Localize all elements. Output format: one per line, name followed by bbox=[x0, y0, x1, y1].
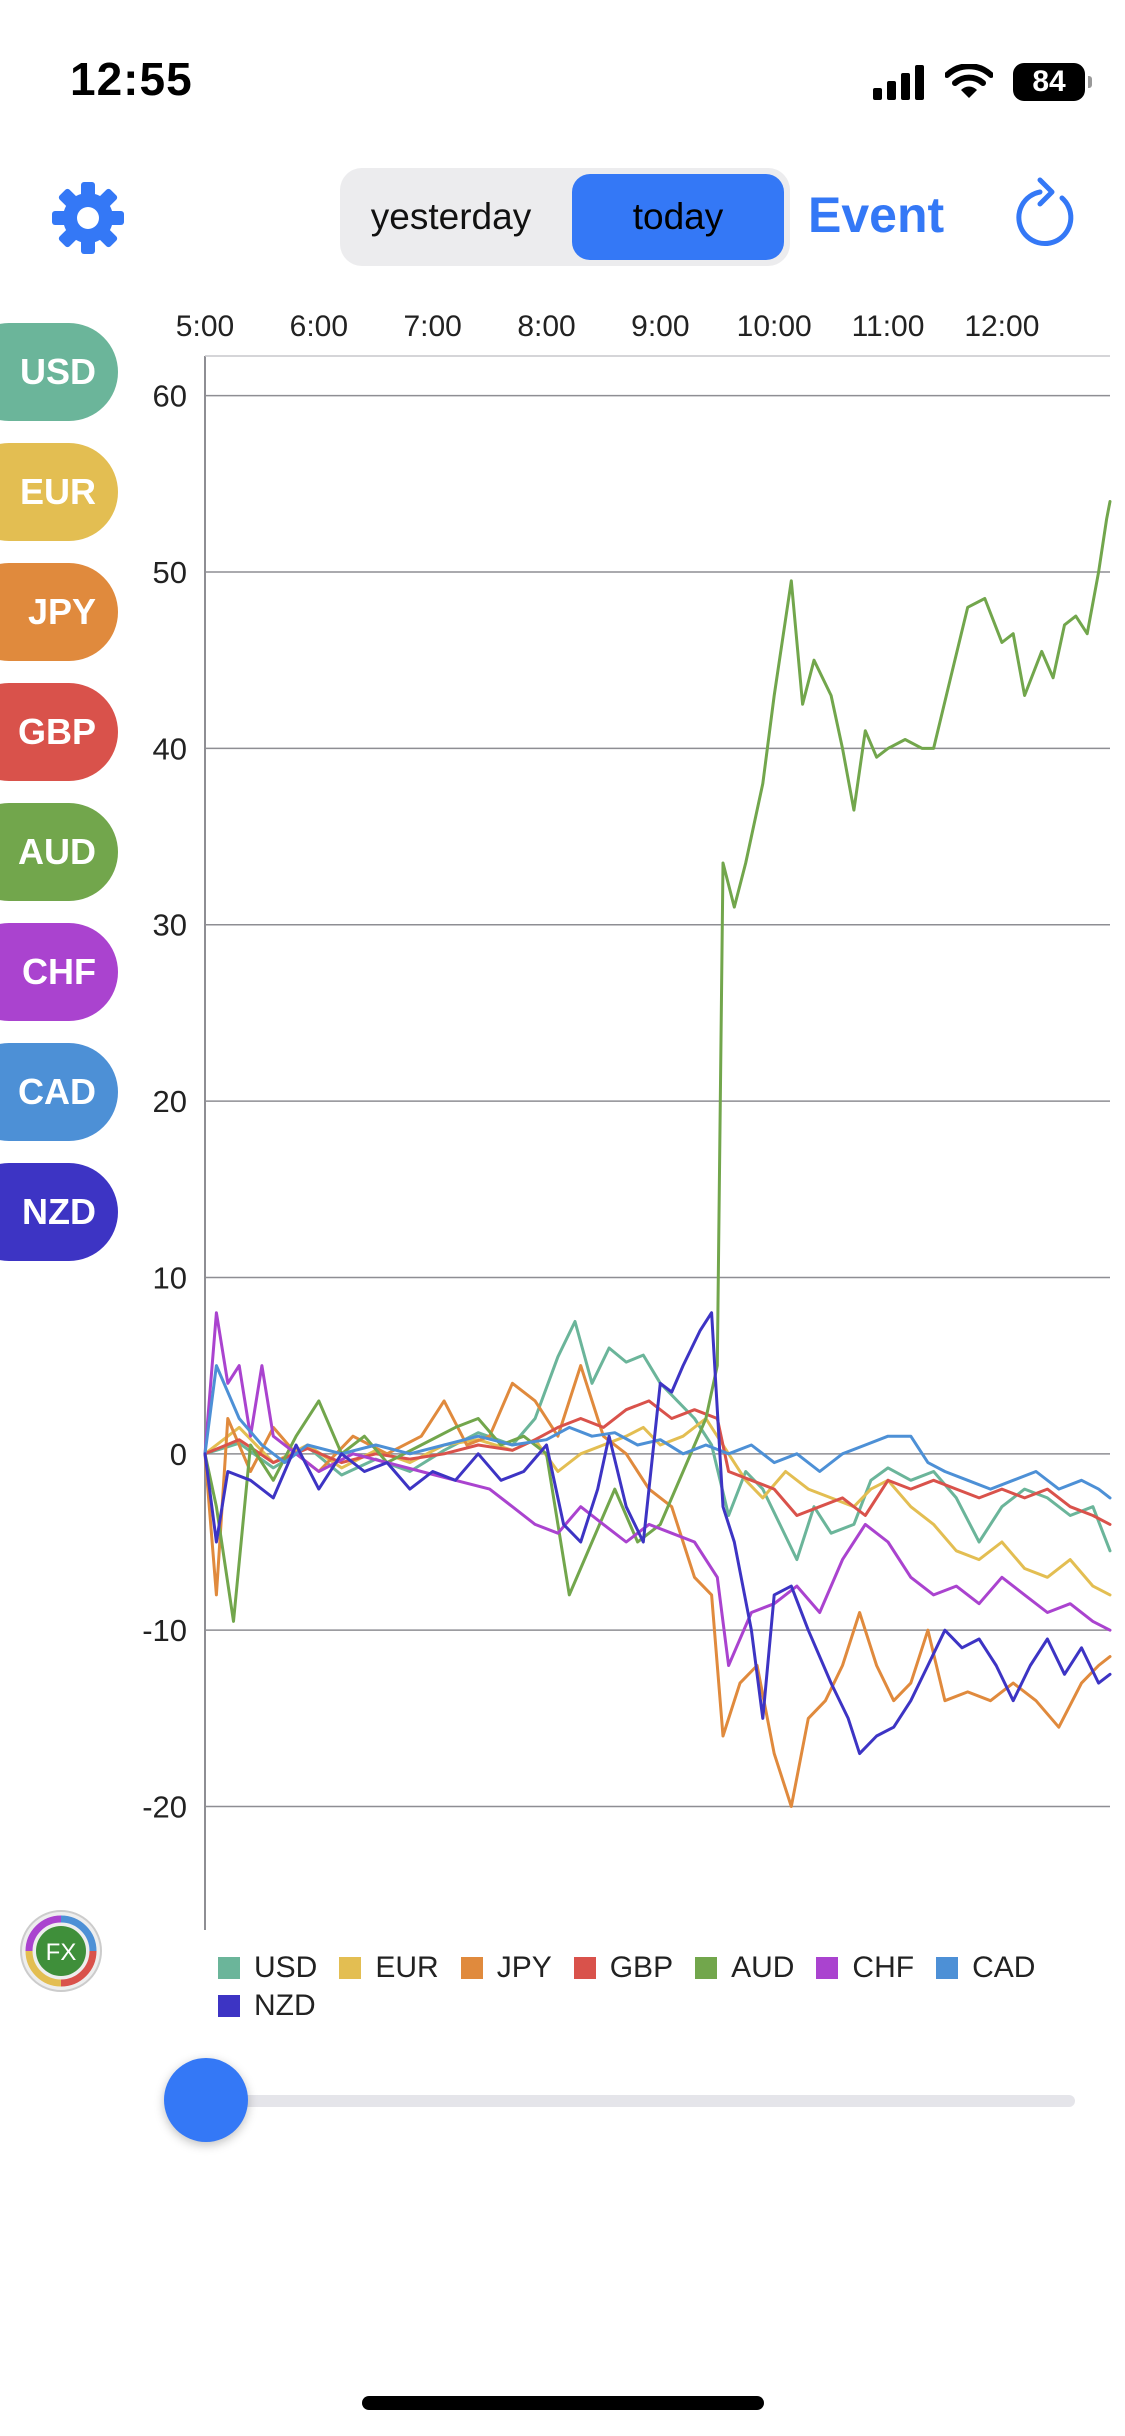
series-line-jpy bbox=[203, 1364, 1112, 1808]
x-tick-label: 11:00 bbox=[852, 310, 925, 343]
legend-item-usd: USD bbox=[218, 1950, 317, 1986]
series-line-chf bbox=[203, 1311, 1112, 1667]
x-tick-label: 9:00 bbox=[631, 310, 689, 343]
settings-gear-icon[interactable] bbox=[50, 180, 126, 256]
y-tick-label: 50 bbox=[153, 555, 187, 590]
y-tick-label: 40 bbox=[153, 731, 187, 766]
currency-pill-chf[interactable]: CHF bbox=[0, 923, 118, 1021]
fx-app-badge-icon[interactable]: FX bbox=[18, 1908, 104, 1994]
x-tick-label: 7:00 bbox=[403, 310, 461, 343]
refresh-icon[interactable] bbox=[1010, 176, 1082, 256]
home-indicator bbox=[362, 2396, 764, 2410]
legend-item-jpy: JPY bbox=[460, 1950, 552, 1986]
legend-label: AUD bbox=[731, 1951, 795, 1984]
chart-series bbox=[203, 500, 1112, 1808]
legend-item-chf: CHF bbox=[816, 1950, 914, 1986]
legend-item-eur: EUR bbox=[339, 1950, 439, 1986]
y-tick-label: 30 bbox=[153, 908, 187, 943]
legend-item-cad: CAD bbox=[936, 1950, 1035, 1986]
currency-pill-eur[interactable]: EUR bbox=[0, 443, 118, 541]
legend-swatch bbox=[218, 1995, 240, 2017]
legend-item-aud: AUD bbox=[695, 1950, 794, 1986]
y-tick-label: -10 bbox=[142, 1613, 187, 1648]
series-line-usd bbox=[203, 1320, 1112, 1562]
segment-today[interactable]: today bbox=[572, 174, 784, 260]
x-tick-label: 10:00 bbox=[737, 310, 812, 343]
currency-pill-label: CAD bbox=[18, 1071, 96, 1112]
legend-label: CHF bbox=[852, 1951, 915, 1984]
legend-label: EUR bbox=[375, 1951, 439, 1984]
chart-axes: 60 50 40 30 20 10 0 -10 -20 5:00 6:00 7:00 8:00 9:00 1… bbox=[142, 310, 1110, 1930]
y-tick-label: -20 bbox=[142, 1790, 187, 1825]
battery-level: 84 bbox=[1032, 65, 1066, 98]
y-tick-label: 0 bbox=[170, 1437, 187, 1472]
legend-item-nzd: NZD bbox=[218, 1988, 316, 2024]
currency-pill-label: EUR bbox=[19, 471, 96, 512]
time-slider-thumb[interactable] bbox=[164, 2058, 248, 2142]
currency-pill-label: JPY bbox=[27, 591, 96, 632]
cellular-signal-icon bbox=[873, 65, 924, 100]
currency-pill-usd[interactable]: USD bbox=[0, 323, 118, 421]
battery-icon: 84 bbox=[1013, 63, 1092, 101]
currency-pill-nzd[interactable]: NZD bbox=[0, 1163, 118, 1261]
legend-label: CAD bbox=[972, 1951, 1036, 1984]
series-line-cad bbox=[203, 1364, 1112, 1500]
x-tick-label: 12:00 bbox=[964, 310, 1039, 343]
currency-pill-label: GBP bbox=[17, 711, 96, 752]
legend-label: NZD bbox=[254, 1989, 316, 2022]
status-icons: 84 bbox=[873, 62, 1092, 102]
status-time: 12:55 bbox=[70, 53, 193, 105]
currency-pill-jpy[interactable]: JPY bbox=[0, 563, 118, 661]
event-button[interactable]: Event bbox=[808, 187, 945, 243]
segment-yesterday[interactable]: yesterday bbox=[370, 196, 532, 237]
legend-swatch bbox=[573, 1957, 596, 1979]
y-tick-label: 20 bbox=[153, 1084, 187, 1119]
currency-pill-gbp[interactable]: GBP bbox=[0, 683, 118, 781]
legend-label: USD bbox=[254, 1951, 318, 1984]
x-tick-label: 6:00 bbox=[290, 310, 348, 343]
legend-item-gbp: GBP bbox=[573, 1950, 674, 1986]
day-segmented-control: yesterday today bbox=[340, 168, 790, 266]
legend-swatch bbox=[218, 1957, 240, 1979]
currency-pill-label: AUD bbox=[18, 831, 96, 872]
legend-swatch bbox=[339, 1957, 362, 1979]
series-line-eur bbox=[203, 1417, 1112, 1597]
x-tick-label: 5:00 bbox=[176, 310, 234, 343]
legend-swatch bbox=[936, 1957, 959, 1979]
currency-pill-label: CHF bbox=[22, 951, 96, 992]
currency-pill-label: NZD bbox=[22, 1191, 96, 1232]
time-slider-track[interactable] bbox=[205, 2095, 1075, 2107]
legend-swatch bbox=[695, 1957, 718, 1979]
legend-swatch bbox=[460, 1957, 483, 1979]
legend-label: GBP bbox=[609, 1951, 674, 1984]
currency-pill-label: USD bbox=[19, 351, 96, 392]
wifi-icon bbox=[945, 64, 993, 98]
chart-grid bbox=[205, 394, 1110, 1808]
y-tick-label: 60 bbox=[153, 379, 187, 414]
legend-label: JPY bbox=[496, 1951, 552, 1984]
currency-pill-cad[interactable]: CAD bbox=[0, 1043, 118, 1141]
y-tick-label: 10 bbox=[153, 1260, 187, 1295]
x-tick-label: 8:00 bbox=[517, 310, 575, 343]
fx-badge-label: FX bbox=[46, 1939, 77, 1966]
currency-pill-aud[interactable]: AUD bbox=[0, 803, 118, 901]
series-line-nzd bbox=[203, 1311, 1112, 1756]
chart-legend: USD EUR JPY GBP AUD CHF CAD NZD bbox=[218, 1950, 1068, 2024]
currency-strength-chart: 60 50 40 30 20 10 0 -10 -20 5:00 6:00 7:00 8:00 9:00 1… bbox=[142, 310, 1112, 1930]
legend-swatch bbox=[816, 1957, 839, 1979]
